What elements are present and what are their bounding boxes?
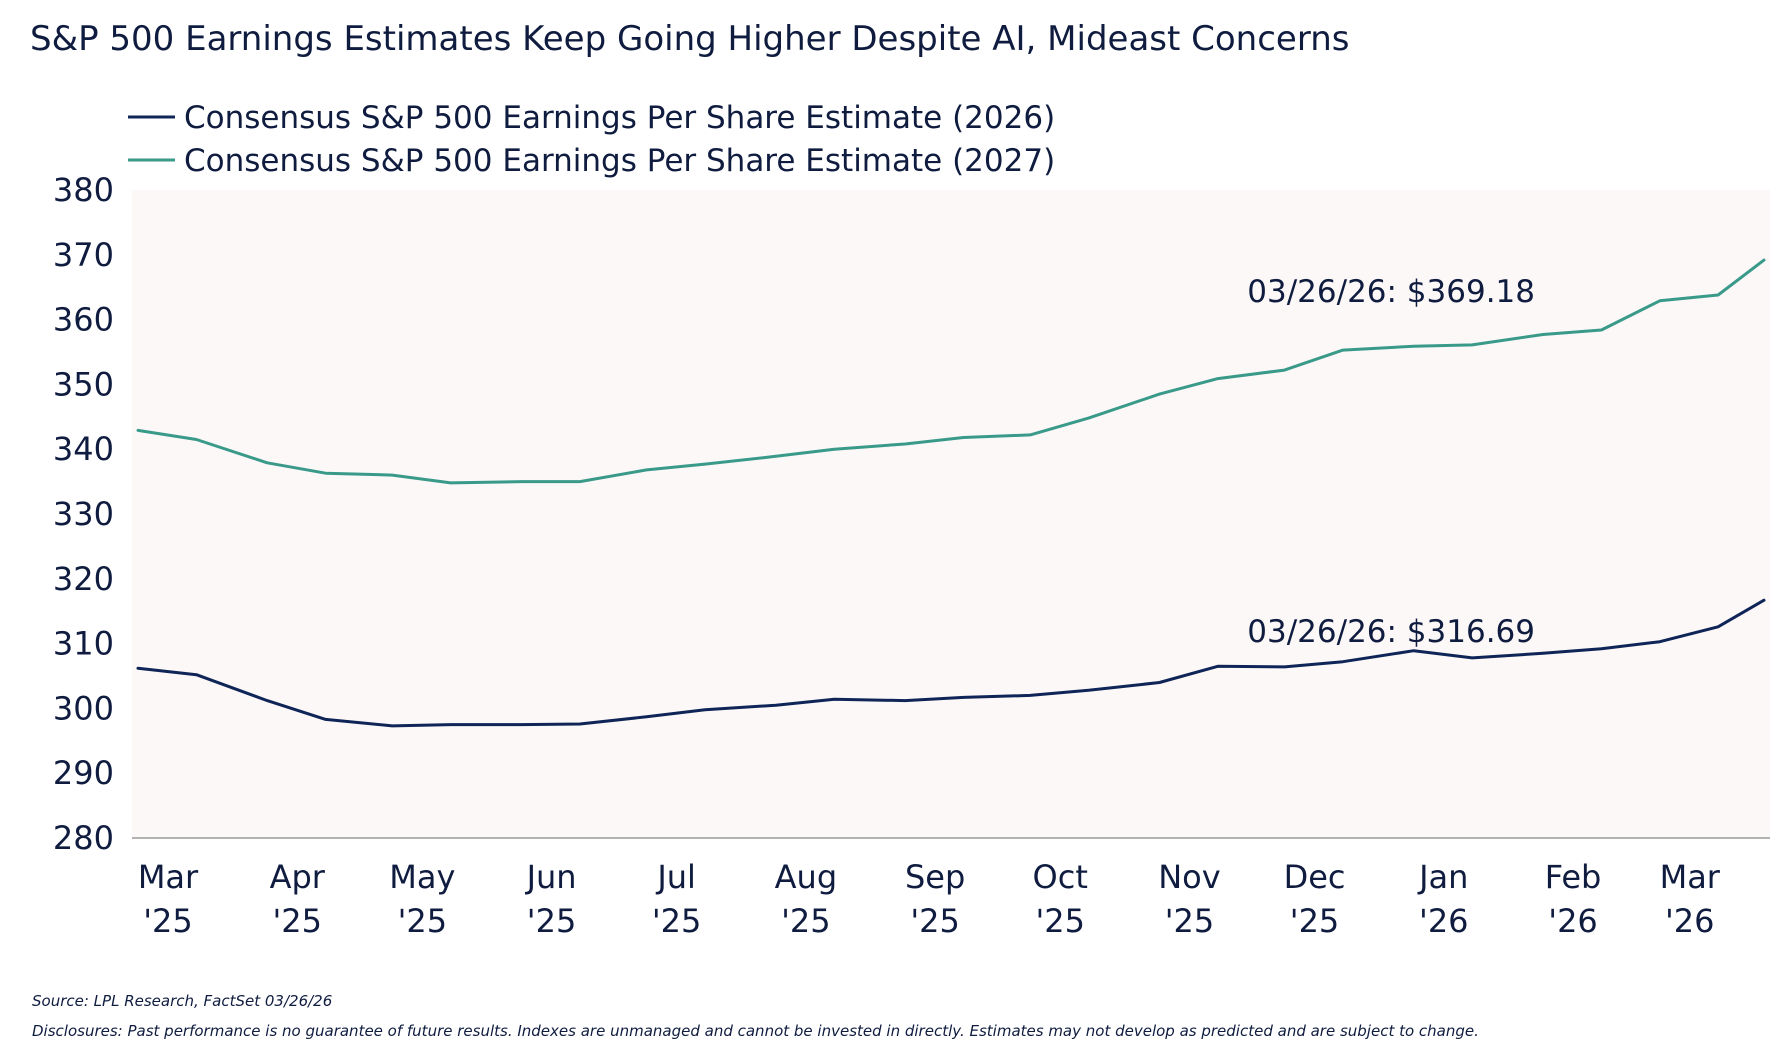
- y-tick-label: 280: [53, 819, 114, 857]
- x-tick-year: '25: [1165, 902, 1215, 940]
- x-tick-month: Mar: [1660, 858, 1721, 896]
- series-line-1: [136, 258, 1766, 485]
- x-axis: Mar '25 Apr '25 May '25 Jun '25 Jul '25 Aug '25 Sep '…: [138, 858, 1721, 940]
- x-tick-year: '25: [143, 902, 193, 940]
- series-lines: [136, 258, 1766, 728]
- x-tick-year: '26: [1548, 902, 1598, 940]
- x-tick-year: '25: [652, 902, 702, 940]
- x-tick-year: '25: [527, 902, 577, 940]
- x-tick-month: Nov: [1158, 858, 1220, 896]
- legend-label-2026: Consensus S&P 500 Earnings Per Share Est…: [184, 100, 1055, 136]
- x-tick-month: Jul: [655, 858, 696, 896]
- y-tick-label: 370: [53, 236, 114, 274]
- x-tick-month: Jan: [1417, 858, 1468, 896]
- plot-area: [132, 190, 1770, 838]
- disclosure-note: Disclosures: Past performance is no guar…: [32, 1022, 1479, 1040]
- legend-label-2027: Consensus S&P 500 Earnings Per Share Est…: [184, 143, 1055, 179]
- y-tick-label: 310: [53, 625, 114, 663]
- y-tick-label: 350: [53, 365, 114, 403]
- series-line-0: [136, 598, 1766, 728]
- x-tick-year: '25: [398, 902, 448, 940]
- y-tick-label: 290: [53, 754, 114, 792]
- x-tick-year: '25: [272, 902, 322, 940]
- x-tick-month: Aug: [775, 858, 837, 896]
- x-tick-month: Oct: [1033, 858, 1088, 896]
- x-tick-month: Sep: [905, 858, 965, 896]
- y-tick-label: 340: [53, 430, 114, 468]
- x-tick-year: '25: [910, 902, 960, 940]
- x-tick-year: '26: [1419, 902, 1469, 940]
- y-tick-label: 380: [53, 171, 114, 209]
- x-tick-month: May: [389, 858, 455, 896]
- y-tick-label: 320: [53, 560, 114, 598]
- annotation-label: 03/26/26: $316.69: [1247, 614, 1535, 650]
- x-tick-month: Mar: [138, 858, 199, 896]
- x-tick-year: '25: [1035, 902, 1085, 940]
- x-tick-month: Dec: [1284, 858, 1346, 896]
- x-tick-month: Jun: [525, 858, 577, 896]
- y-axis: 380 370 360 350 340 330 320 310 300 290 280: [53, 171, 114, 857]
- x-tick-month: Apr: [270, 858, 326, 896]
- x-tick-month: Feb: [1545, 858, 1602, 896]
- y-tick-label: 330: [53, 495, 114, 533]
- source-note: Source: LPL Research, FactSet 03/26/26: [32, 992, 332, 1010]
- annotations: 03/26/26: $369.18 03/26/26: $316.69: [1247, 274, 1535, 650]
- x-tick-year: '25: [1290, 902, 1340, 940]
- x-tick-year: '25: [781, 902, 831, 940]
- legend: Consensus S&P 500 Earnings Per Share Est…: [128, 100, 1055, 179]
- annotation-label: 03/26/26: $369.18: [1247, 274, 1535, 310]
- y-tick-label: 360: [53, 301, 114, 339]
- chart-title: S&P 500 Earnings Estimates Keep Going Hi…: [30, 19, 1349, 59]
- y-tick-label: 300: [53, 689, 114, 727]
- x-tick-year: '26: [1665, 902, 1715, 940]
